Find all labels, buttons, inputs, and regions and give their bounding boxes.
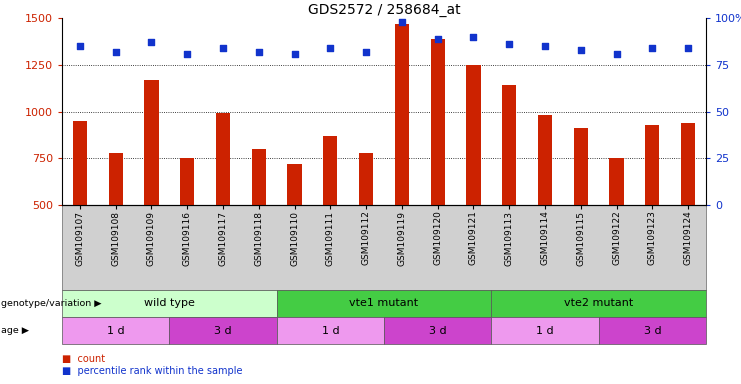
Text: age ▶: age ▶ [1, 326, 29, 335]
Point [503, 41, 515, 47]
Point [289, 50, 301, 56]
Text: 1 d: 1 d [536, 326, 554, 336]
Text: 3 d: 3 d [643, 326, 661, 336]
Text: ■  count: ■ count [62, 354, 105, 364]
Bar [395, 23, 409, 205]
Text: wild type: wild type [144, 298, 195, 308]
Bar [144, 80, 159, 205]
Text: 3 d: 3 d [214, 326, 232, 336]
Point [325, 45, 336, 51]
Bar [502, 85, 516, 205]
Point [611, 50, 622, 56]
Point [145, 39, 157, 45]
Bar [359, 152, 373, 205]
Point [646, 45, 658, 51]
Bar [73, 121, 87, 205]
Point [539, 43, 551, 49]
Text: 3 d: 3 d [429, 326, 447, 336]
Text: 1 d: 1 d [107, 326, 124, 336]
Bar [681, 123, 695, 205]
Point [253, 49, 265, 55]
Bar [180, 158, 194, 205]
Bar [538, 115, 552, 205]
Text: 1 d: 1 d [322, 326, 339, 336]
Text: ■  percentile rank within the sample: ■ percentile rank within the sample [62, 366, 242, 376]
Text: genotype/variation ▶: genotype/variation ▶ [1, 299, 102, 308]
Bar [645, 124, 659, 205]
Point [575, 47, 587, 53]
Text: vte2 mutant: vte2 mutant [564, 298, 634, 308]
Point [182, 50, 193, 56]
Point [360, 49, 372, 55]
Point [74, 43, 86, 49]
Point [110, 49, 122, 55]
Bar [466, 65, 481, 205]
Bar [323, 136, 337, 205]
Text: vte1 mutant: vte1 mutant [350, 298, 419, 308]
Bar [252, 149, 266, 205]
Point [217, 45, 229, 51]
Point [396, 19, 408, 25]
Bar [288, 164, 302, 205]
Bar [431, 38, 445, 205]
Bar [609, 158, 624, 205]
Title: GDS2572 / 258684_at: GDS2572 / 258684_at [308, 3, 460, 17]
Bar [216, 113, 230, 205]
Point [468, 34, 479, 40]
Point [432, 35, 444, 41]
Bar [108, 152, 123, 205]
Bar [574, 128, 588, 205]
Point [682, 45, 694, 51]
